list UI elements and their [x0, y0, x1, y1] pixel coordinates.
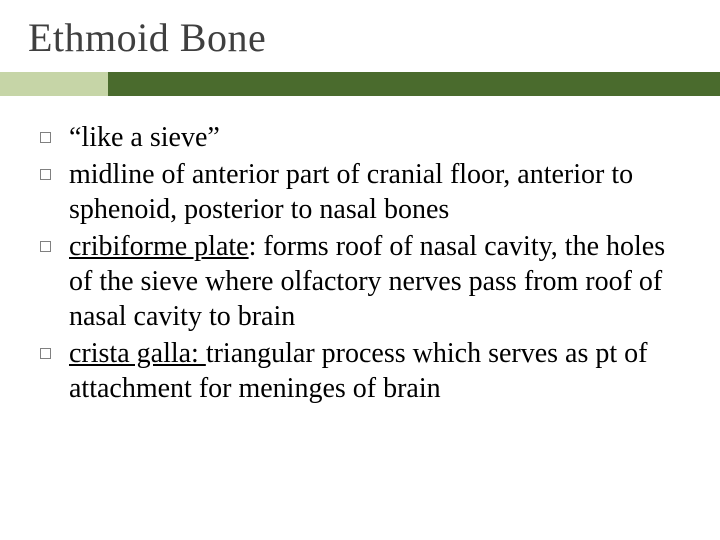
bullet-text: crista galla: triangular process which s… [69, 336, 680, 406]
accent-bar-right [108, 72, 720, 96]
slide-title: Ethmoid Bone [28, 14, 266, 61]
underlined-term: cribiforme plate [69, 231, 249, 262]
accent-bar [0, 72, 720, 96]
bullet-text: cribiforme plate: forms roof of nasal ca… [69, 229, 680, 334]
slide: Ethmoid Bone “like a sieve” midline of a… [0, 0, 720, 540]
bullet-text: midline of anterior part of cranial floo… [69, 157, 680, 227]
accent-bar-left [0, 72, 108, 96]
list-item: midline of anterior part of cranial floo… [40, 157, 680, 227]
bullet-list: “like a sieve” midline of anterior part … [40, 120, 680, 408]
list-item: “like a sieve” [40, 120, 680, 155]
bullet-icon [40, 169, 51, 180]
bullet-icon [40, 241, 51, 252]
bullet-icon [40, 132, 51, 143]
list-item: crista galla: triangular process which s… [40, 336, 680, 406]
bullet-text: “like a sieve” [69, 120, 220, 155]
list-item: cribiforme plate: forms roof of nasal ca… [40, 229, 680, 334]
bullet-icon [40, 348, 51, 359]
underlined-term: crista galla: [69, 338, 206, 369]
